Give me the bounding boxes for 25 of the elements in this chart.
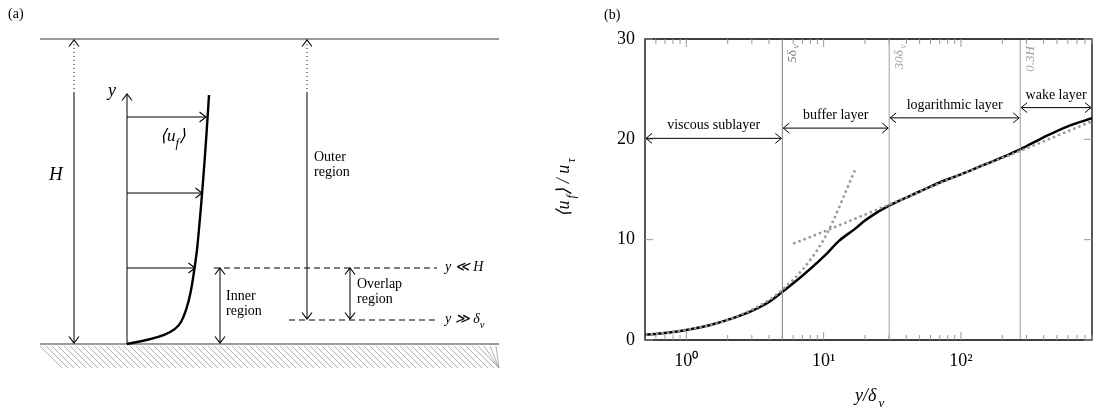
x-tick-label: 10⁰ xyxy=(674,349,699,370)
x-tick-label: 10² xyxy=(949,349,973,370)
text: Overlap region xyxy=(357,276,403,306)
annotation: viscous sublayer xyxy=(667,117,761,133)
text: H xyxy=(48,163,64,185)
text: ⟨u$_{f}$⟩ xyxy=(160,125,187,150)
annotation: logarithmic layer xyxy=(906,97,1004,113)
ref-line-label: 5δν xyxy=(784,43,801,63)
chart-title: (b) xyxy=(604,6,621,23)
ref-line-label: 30δν xyxy=(891,43,908,71)
text: Outer region xyxy=(314,149,350,179)
text: y xyxy=(106,80,116,101)
x-tick-label: 10¹ xyxy=(811,349,836,370)
y-axis-title: ⟨uf⟩ / uτ xyxy=(552,156,578,217)
text: Inner region xyxy=(226,288,262,318)
y-tick-label: 10 xyxy=(617,228,635,249)
ref-line-label: 0.3H xyxy=(1022,45,1038,72)
y-tick-label: 30 xyxy=(617,27,635,48)
annotation: buffer layer xyxy=(803,107,869,123)
y-tick-label: 20 xyxy=(617,128,635,149)
text: (a) xyxy=(8,6,24,23)
text: y ≪ H xyxy=(443,259,485,275)
y-tick-label: 0 xyxy=(626,328,635,349)
annotation: wake layer xyxy=(1025,86,1087,102)
text: y ≫ δ$_{ν}$ xyxy=(443,311,485,330)
